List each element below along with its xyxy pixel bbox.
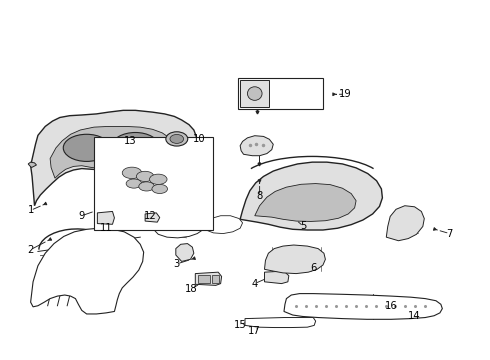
Ellipse shape bbox=[247, 87, 262, 100]
Ellipse shape bbox=[166, 132, 188, 146]
Bar bbox=[94, 137, 213, 230]
Text: 18: 18 bbox=[185, 284, 198, 294]
Bar bbox=[240, 80, 270, 107]
Text: 12: 12 bbox=[144, 211, 156, 221]
Text: 8: 8 bbox=[256, 191, 263, 201]
Polygon shape bbox=[98, 211, 115, 224]
Ellipse shape bbox=[136, 171, 154, 181]
Text: 19: 19 bbox=[339, 89, 351, 99]
Ellipse shape bbox=[126, 179, 142, 188]
Ellipse shape bbox=[170, 134, 184, 143]
Text: 11: 11 bbox=[100, 223, 113, 233]
Polygon shape bbox=[284, 294, 442, 319]
Text: 1: 1 bbox=[27, 205, 34, 215]
Polygon shape bbox=[240, 136, 273, 156]
Polygon shape bbox=[30, 228, 144, 314]
Text: 5: 5 bbox=[300, 221, 307, 231]
Polygon shape bbox=[30, 111, 196, 206]
Polygon shape bbox=[265, 245, 325, 274]
Polygon shape bbox=[111, 157, 203, 225]
Text: 4: 4 bbox=[252, 279, 258, 289]
Polygon shape bbox=[245, 318, 316, 328]
Text: 16: 16 bbox=[385, 301, 397, 311]
Text: 2: 2 bbox=[27, 245, 34, 255]
Ellipse shape bbox=[139, 182, 154, 191]
Text: 9: 9 bbox=[78, 211, 85, 221]
Polygon shape bbox=[145, 213, 160, 222]
Ellipse shape bbox=[152, 184, 168, 194]
Text: 6: 6 bbox=[310, 262, 317, 273]
Ellipse shape bbox=[122, 167, 142, 179]
Text: 7: 7 bbox=[446, 229, 453, 239]
Polygon shape bbox=[176, 244, 194, 261]
Ellipse shape bbox=[63, 134, 110, 161]
Text: 3: 3 bbox=[173, 259, 180, 269]
Bar bbox=[198, 275, 210, 283]
Polygon shape bbox=[196, 272, 221, 285]
Polygon shape bbox=[265, 271, 289, 284]
Text: 17: 17 bbox=[248, 326, 261, 336]
Text: 13: 13 bbox=[124, 136, 137, 146]
Text: 10: 10 bbox=[193, 134, 205, 144]
Bar bbox=[238, 78, 323, 109]
Ellipse shape bbox=[112, 132, 159, 159]
Bar bbox=[212, 275, 219, 283]
Polygon shape bbox=[240, 162, 382, 230]
Polygon shape bbox=[28, 162, 36, 167]
Polygon shape bbox=[386, 206, 424, 241]
Text: 15: 15 bbox=[234, 320, 246, 330]
Polygon shape bbox=[152, 208, 206, 238]
Text: 14: 14 bbox=[408, 311, 421, 321]
Ellipse shape bbox=[149, 174, 167, 184]
Polygon shape bbox=[255, 184, 356, 221]
Polygon shape bbox=[50, 126, 173, 178]
Polygon shape bbox=[203, 216, 243, 234]
